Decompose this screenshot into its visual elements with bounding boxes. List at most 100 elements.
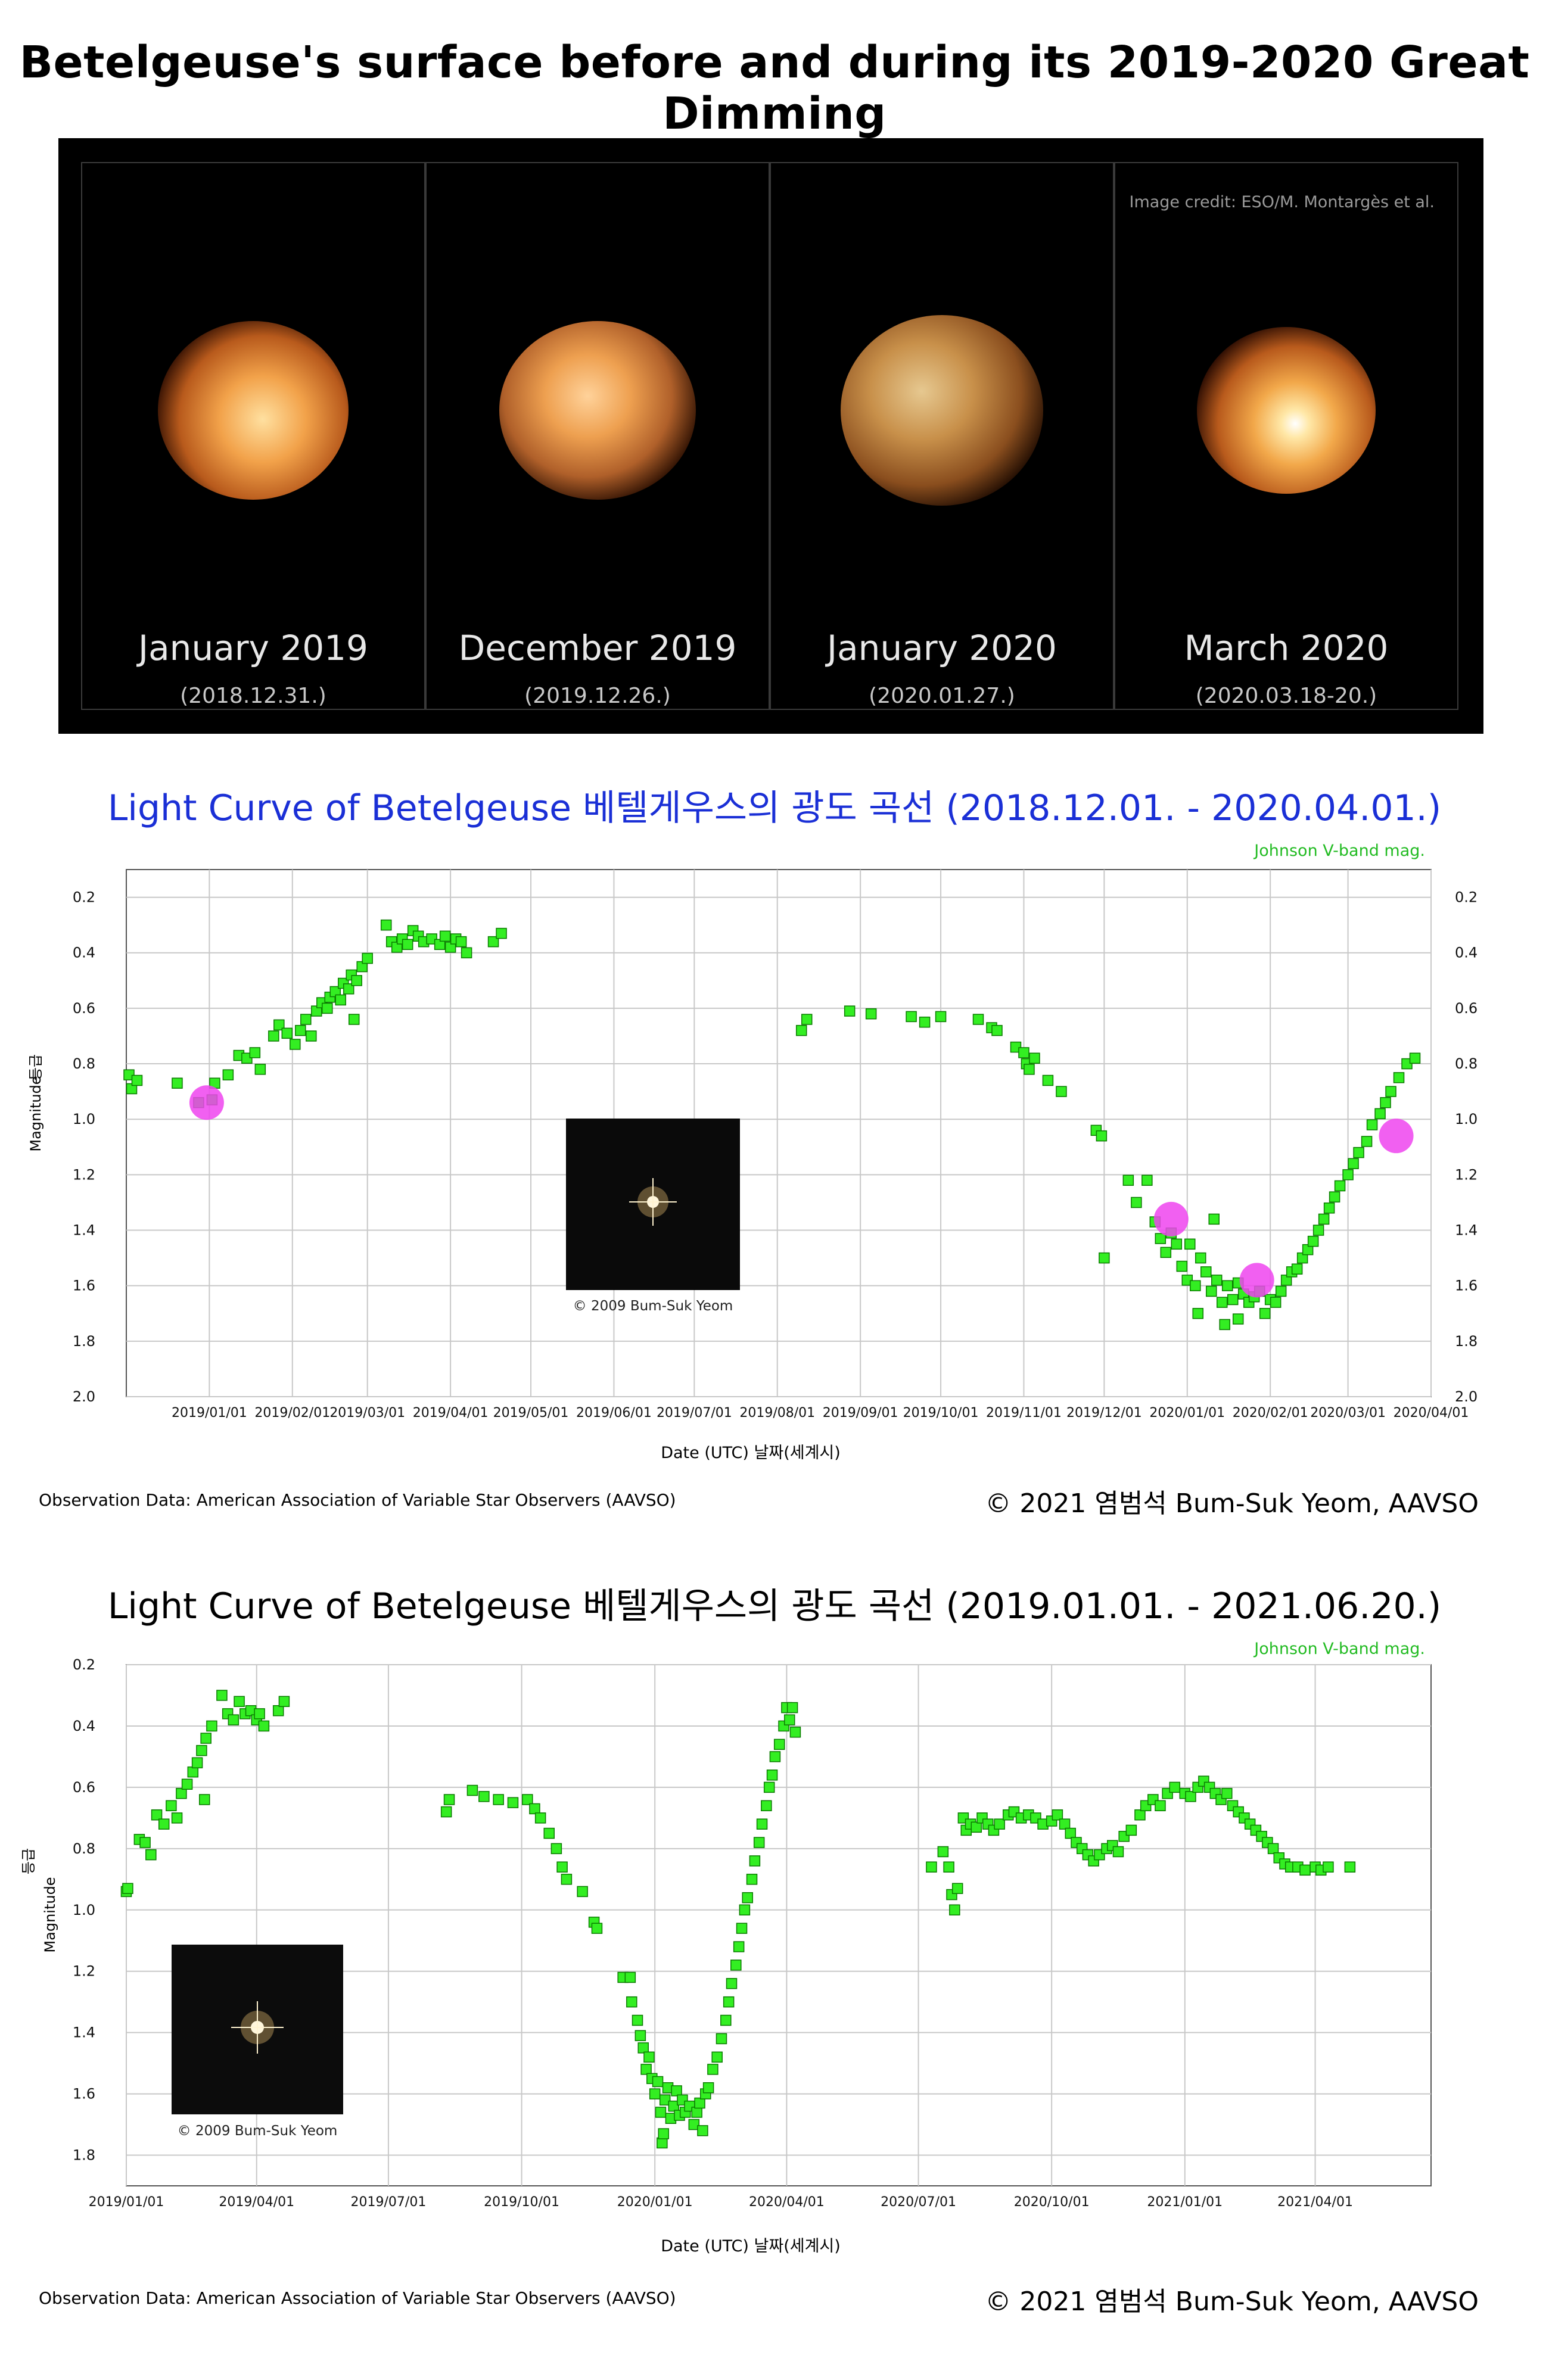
data-point [1042,1074,1054,1086]
data-point [306,1030,317,1042]
data-point [254,1064,266,1075]
photo-jan-2020: January 2020 (2020.01.27.) [770,162,1114,710]
data-point [1275,1285,1287,1297]
data-point [632,2014,643,2026]
chart1-band-note: Johnson V-band mag. [1253,842,1425,860]
x-tick-label: 2020/03/01 [1310,1406,1386,1420]
photo-epoch-marker [1379,1119,1414,1154]
chart2-y-tick-labels: 0.2 0.4 0.6 0.8 1.0 1.2 1.4 1.6 1.8 [73,1656,95,2164]
data-point [556,1861,568,1873]
data-point [145,1849,157,1861]
chart2-data-points [120,1690,1356,2149]
data-point [529,1803,540,1815]
photo-label: December 2019 [458,628,737,668]
chart1-title: Light Curve of Betelgeuse 베텔게우스의 광도 곡선 (… [107,787,1442,829]
data-point [1029,1052,1040,1064]
data-point [624,1971,636,1983]
data-point [1221,1787,1233,1799]
data-point [1056,1086,1067,1097]
chart1-y-tick-labels: 0.2 0.2 0.4 0.4 0.6 0.6 0.8 0.8 1.0 1.0 1.2 1.2 1.4 1… [73,889,1478,1405]
page-title: Betelgeuse's surface before and during i… [19,37,1530,139]
data-point [783,1714,795,1725]
x-tick-label: 2020/04/01 [749,2195,825,2210]
data-point [652,2076,664,2088]
x-tick-label: 2019/06/01 [576,1406,652,1420]
data-point [187,1766,199,1778]
data-point [688,2119,700,2130]
data-point [295,1024,306,1036]
chart2-data-source: Observation Data: American Association o… [39,2288,676,2308]
chart2-band-note: Johnson V-band mag. [1253,1640,1425,1658]
photo-epoch-marker [1153,1201,1189,1236]
data-point [795,1024,807,1036]
x-tick-label: 2019/08/01 [739,1406,815,1420]
data-point [756,1818,768,1830]
photo-mar-2020: Image credit: ESO/M. Montargès et al. Ma… [1114,162,1458,710]
data-point [919,1016,931,1028]
data-point [1348,1158,1359,1169]
photo-jan-2019: January 2019 (2018.12.31.) [81,162,425,710]
data-point [637,2042,649,2054]
photo-epoch-marker [189,1085,224,1120]
data-point [455,936,467,948]
data-point [1169,1781,1181,1793]
data-point [844,1005,856,1017]
photo-epoch-marker [1239,1263,1274,1298]
chart1-grid [126,870,1432,1397]
data-point [439,930,451,942]
data-point [1219,1319,1230,1331]
data-point [691,2107,702,2118]
data-point [461,947,472,958]
data-point [1366,1119,1378,1130]
x-tick-label: 2021/04/01 [1277,2195,1353,2210]
data-point [443,1794,455,1805]
data-point [702,2082,714,2094]
data-point [906,1011,917,1023]
data-point [335,994,347,1006]
data-point [1216,1297,1228,1308]
data-point [1141,1175,1153,1186]
chart1-photo-epoch-markers [189,1085,1414,1298]
data-point [139,1837,151,1848]
data-point [1052,1809,1063,1821]
y-tick-label-right: 0.4 [1455,945,1478,961]
data-point [742,1892,753,1904]
data-point [1307,1235,1319,1247]
data-point [753,1837,765,1848]
data-point [199,1794,210,1805]
data-point [493,1794,504,1805]
x-tick-label: 2020/01/01 [617,2195,693,2210]
data-point [166,1800,177,1812]
chart2-y-axis-label: Magnitude [42,1877,58,1952]
data-point [1112,1846,1124,1858]
y-tick-label-right: 1.8 [1455,1333,1478,1350]
data-point [380,919,392,931]
data-point [1312,1225,1324,1236]
data-point [1291,1263,1303,1275]
data-point [1206,1285,1217,1297]
data-point [1134,1809,1146,1821]
data-point [487,936,499,948]
x-tick-label: 2019/10/01 [484,2195,559,2210]
y-tick-label: 0.2 [73,889,95,906]
chart1-data-source: Observation Data: American Association o… [39,1490,676,1510]
chart2-inset-caption: © 2009 Bum-Suk Yeom [178,2123,338,2139]
data-point [763,1781,775,1793]
data-point [522,1794,533,1805]
data-point [801,1014,813,1025]
data-point [176,1787,187,1799]
chart1-plot-area [126,869,1432,1397]
data-point [534,1812,546,1824]
data-point [668,2100,680,2112]
data-point [972,1014,984,1025]
data-point [1323,1861,1334,1873]
data-point [158,1818,170,1830]
data-point [655,2107,667,2118]
data-point [1200,1266,1212,1278]
data-point [723,1996,735,2008]
data-point [254,1708,265,1719]
data-point [1059,1818,1071,1830]
x-tick-label: 2019/01/01 [172,1406,247,1420]
x-tick-label: 2019/09/01 [823,1406,898,1420]
data-point [181,1778,193,1790]
